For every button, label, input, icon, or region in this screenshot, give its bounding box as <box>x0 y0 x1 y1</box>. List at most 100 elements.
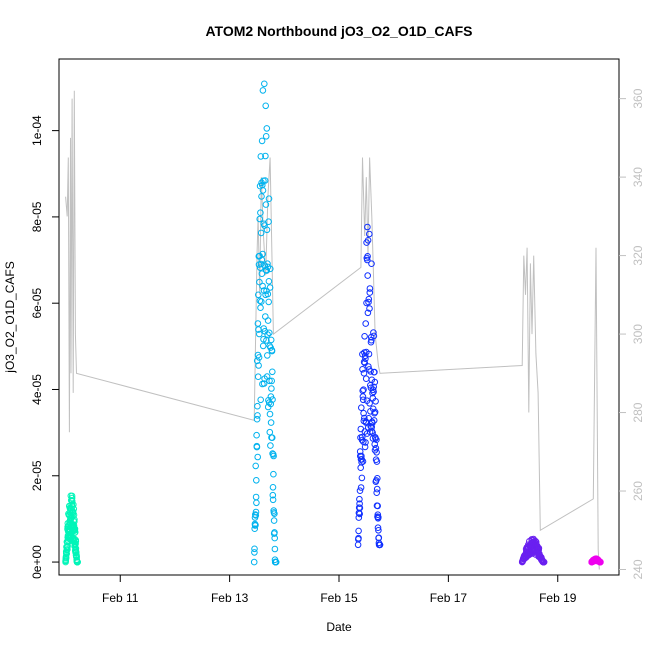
data-point <box>269 368 276 376</box>
y-tick-label: 4e-05 <box>30 374 44 405</box>
data-point <box>250 558 258 566</box>
data-point <box>356 500 363 508</box>
data-point <box>263 287 270 295</box>
data-point <box>264 260 271 268</box>
data-point <box>356 448 364 455</box>
data-point <box>355 527 362 535</box>
data-point <box>364 272 372 279</box>
data-point <box>254 320 262 327</box>
data-point <box>365 415 373 422</box>
x-tick-label: Feb 11 <box>102 591 139 605</box>
data-point <box>70 511 78 519</box>
data-point <box>266 428 274 436</box>
x-tick-label: Feb 17 <box>430 591 468 605</box>
data-point <box>374 475 381 482</box>
data-point <box>540 558 548 566</box>
data-point <box>71 528 79 536</box>
data-point <box>271 545 279 553</box>
data-point <box>359 458 367 465</box>
data-point <box>257 260 265 268</box>
data-point <box>375 513 382 521</box>
data-point <box>256 330 263 338</box>
y2-tick-label: 240 <box>631 559 645 579</box>
data-point <box>362 439 369 446</box>
data-point <box>365 295 373 303</box>
data-point <box>263 337 270 344</box>
data-point <box>253 443 261 451</box>
chart-title: ATOM2 Northbound jO3_O2_O1D_CAFS <box>205 23 472 39</box>
data-point <box>260 380 268 387</box>
data-point <box>362 320 370 327</box>
data-point <box>364 252 371 260</box>
data-point <box>265 218 272 225</box>
data-point <box>254 402 261 410</box>
data-point <box>252 521 259 529</box>
data-point <box>256 215 264 223</box>
data-point <box>256 278 263 286</box>
y-tick-label: 2e-05 <box>30 460 44 491</box>
data-point <box>259 187 267 194</box>
data-point <box>362 355 369 363</box>
data-point <box>258 298 265 305</box>
data-point <box>366 289 374 296</box>
data-point <box>361 352 369 360</box>
data-point <box>267 336 275 344</box>
data-point <box>372 444 380 452</box>
data-point <box>267 442 274 449</box>
series-5 <box>588 555 604 566</box>
data-point <box>358 433 366 441</box>
data-point <box>355 534 362 542</box>
data-point <box>263 267 271 274</box>
data-point <box>370 332 378 340</box>
data-point <box>264 352 271 359</box>
data-point <box>267 265 274 273</box>
data-point <box>373 449 380 456</box>
data-point <box>270 452 277 460</box>
data-point <box>359 396 367 404</box>
data-point <box>263 226 271 234</box>
data-point <box>365 298 372 306</box>
secondary-line-layer <box>65 90 600 570</box>
data-point <box>597 558 604 566</box>
data-point <box>71 516 78 523</box>
data-point <box>360 358 368 366</box>
data-point <box>360 409 367 417</box>
y2-tick-label: 320 <box>631 245 645 265</box>
data-point <box>359 366 366 373</box>
data-point <box>264 331 271 338</box>
data-point <box>373 436 380 444</box>
data-point <box>63 550 70 558</box>
data-point <box>251 549 258 556</box>
data-point <box>364 223 371 231</box>
data-point <box>364 256 371 264</box>
data-point <box>357 484 365 491</box>
data-point <box>271 534 279 542</box>
data-point <box>374 502 382 510</box>
data-point <box>260 287 268 294</box>
y2-tick-label: 340 <box>631 167 645 187</box>
data-point <box>365 350 373 358</box>
data-point <box>356 504 364 512</box>
data-point <box>268 385 275 392</box>
series-3 <box>354 223 384 549</box>
data-point <box>262 102 270 110</box>
y-tick-label: 1e-04 <box>30 115 44 146</box>
data-point <box>355 514 363 521</box>
data-point <box>271 510 278 518</box>
data-point <box>354 541 362 549</box>
data-point <box>367 368 374 375</box>
data-point <box>251 525 258 533</box>
data-point <box>70 501 77 508</box>
data-point <box>368 260 375 268</box>
data-point <box>252 493 260 501</box>
data-point <box>372 435 379 442</box>
data-point <box>254 291 262 299</box>
data-point <box>260 336 267 343</box>
data-point <box>259 342 267 350</box>
data-point <box>265 195 273 202</box>
y-tick-label: 0e+00 <box>30 545 44 579</box>
series-1 <box>62 492 81 566</box>
data-point <box>269 396 276 403</box>
data-point <box>258 270 266 278</box>
